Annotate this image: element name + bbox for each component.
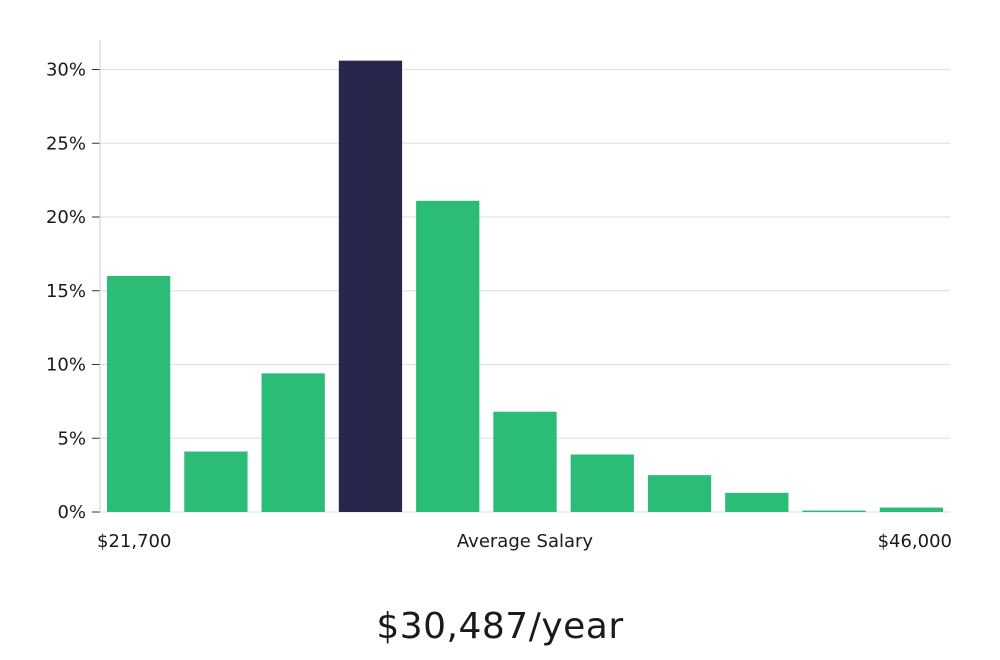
y-tick-label: 20% (46, 207, 86, 228)
bar (184, 451, 248, 512)
bar (802, 510, 866, 512)
bar (261, 373, 325, 512)
y-tick-label: 30% (46, 60, 86, 81)
average-salary-value: $30,487/year (376, 606, 624, 647)
bar (493, 411, 557, 512)
y-tick-label: 25% (46, 133, 86, 154)
salary-histogram: 0% 5% 10% 15% 20% 25% 30% $21,700 Average Sala… (46, 40, 952, 552)
bar-highlighted (338, 60, 403, 513)
y-tick-label: 10% (46, 355, 86, 376)
y-tick-label: 5% (57, 428, 86, 449)
bar (416, 200, 480, 512)
y-tick-label: 15% (46, 281, 86, 302)
x-max-label: $46,000 (878, 531, 952, 552)
bar (879, 507, 943, 512)
gridlines (100, 69, 950, 513)
bars (107, 60, 943, 513)
bar (725, 492, 789, 512)
x-center-label: Average Salary (457, 531, 594, 552)
bar (107, 276, 171, 512)
y-axis-ticks: 0% 5% 10% 15% 20% 25% 30% (46, 60, 100, 523)
x-min-label: $21,700 (97, 531, 171, 552)
y-tick-label: 0% (57, 502, 86, 523)
bar (647, 475, 712, 512)
bar (570, 454, 634, 512)
